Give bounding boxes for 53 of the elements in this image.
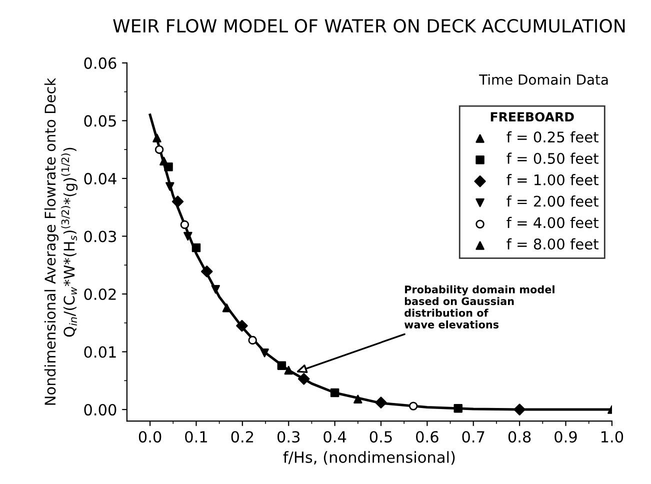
annotation: Time Domain Data [479, 74, 608, 85]
x-tick-label: 0.2 [231, 431, 254, 443]
point [180, 220, 190, 230]
legend-label: f = 0.25 feet [506, 131, 598, 143]
y-tick-label: 0.02 [84, 288, 116, 300]
x-tick-label: 1.0 [601, 431, 624, 443]
point [184, 232, 192, 241]
annotation: Probability domain model based on Gaussian distribution of wave elevations [404, 285, 554, 328]
x-axis-title: f/Hs, (nondimensional) [283, 451, 455, 465]
chart-title: WEIR FLOW MODEL OF WATER ON DECK ACCUMULATION [113, 18, 625, 33]
point [375, 396, 387, 408]
point [236, 320, 248, 332]
legend-label: f = 0.50 feet [506, 152, 598, 164]
legend-label: f = 4.00 feet [506, 216, 598, 228]
legend-label: f = 1.00 feet [506, 174, 598, 186]
x-tick-label: 0.4 [324, 431, 346, 443]
point [284, 366, 293, 375]
point [152, 134, 162, 142]
point [454, 404, 462, 413]
point [211, 285, 220, 294]
y-tick-label: 0.01 [84, 346, 116, 358]
text: Nondimensional Average Flowrate onto Deck Q$_{in}$/(C$_{w}$*W*(H$_{s}$)$^{(3/2)}$*(g)$^{(1/2)}$) [44, 78, 78, 405]
point [166, 182, 174, 191]
x-tick-label: 0.3 [277, 431, 300, 443]
legend-label: f = 2.00 feet [506, 195, 598, 207]
y-tick-label: 0.06 [84, 57, 116, 69]
point [514, 404, 526, 416]
x-tick-label: 0.0 [138, 431, 162, 443]
y-tick-label: 0.05 [84, 115, 116, 127]
y-tick-label: 0.04 [84, 172, 116, 184]
point [200, 266, 213, 278]
point [172, 196, 184, 208]
y-tick-label: 0.03 [84, 230, 116, 242]
y-tick-label: 0.00 [84, 404, 116, 416]
x-tick-label: 0.7 [462, 431, 484, 443]
point [330, 388, 340, 398]
point [248, 336, 257, 345]
point [160, 156, 168, 166]
legend-title: FREEBOARD [490, 112, 574, 122]
x-tick-label: 0.5 [370, 431, 392, 443]
point [192, 243, 201, 252]
point [354, 394, 362, 404]
point [222, 303, 232, 312]
point [154, 145, 164, 154]
point [298, 373, 310, 385]
point [277, 361, 286, 370]
legend-label: f = 8.00 feet [506, 238, 598, 250]
x-tick-label: 0.8 [508, 431, 531, 443]
point [260, 348, 269, 358]
point [408, 402, 418, 410]
x-tick-label: 0.6 [416, 431, 438, 443]
x-tick-label: 0.9 [554, 431, 577, 443]
x-tick-label: 0.1 [185, 431, 207, 443]
